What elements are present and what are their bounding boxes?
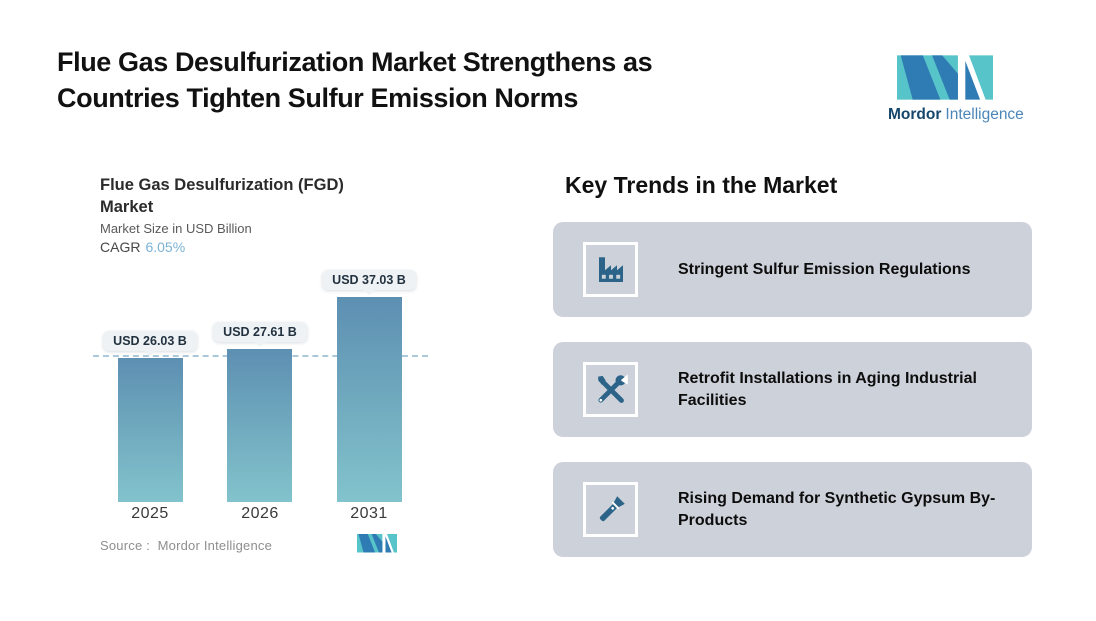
- trend-card-retrofit: Retrofit Installations in Aging Industri…: [553, 342, 1032, 437]
- chart-cagr: CAGR 6.05%: [100, 239, 185, 255]
- bar-value-label-2025: USD 26.03 B: [103, 330, 197, 351]
- x-axis-label-2026: 2026: [241, 505, 279, 522]
- bar-2025: [118, 357, 183, 502]
- page-title-line1: Flue Gas Desulfurization Market Strength…: [57, 47, 653, 77]
- bar-value-label-2031: USD 37.03 B: [322, 269, 416, 290]
- mordor-intelligence-logo-icon: [897, 55, 993, 100]
- x-axis-label-2025: 2025: [131, 505, 169, 522]
- cagr-value: 6.05%: [145, 239, 186, 255]
- page-title-line2: Countries Tighten Sulfur Emission Norms: [57, 83, 578, 113]
- chart-subtitle: Market Size in USD Billion: [100, 221, 252, 236]
- cagr-label: CAGR: [100, 239, 141, 255]
- trend-label: Stringent Sulfur Emission Regulations: [678, 260, 971, 278]
- trend-icon-box: [583, 242, 638, 297]
- mordor-intelligence-mini-logo-icon: [357, 534, 397, 553]
- source-note: Source : Mordor Intelligence: [100, 538, 272, 553]
- chart-title-line1: Flue Gas Desulfurization (FGD): [100, 176, 344, 194]
- trend-card-regulations: Stringent Sulfur Emission Regulations: [553, 222, 1032, 317]
- trend-label: Retrofit Installations in Aging Industri…: [678, 369, 977, 409]
- brand-name-primary: Mordor: [888, 106, 942, 123]
- brand-name-secondary: Intelligence: [945, 106, 1024, 123]
- source-value: Mordor Intelligence: [157, 538, 272, 553]
- tools-icon: [597, 373, 628, 403]
- bar-value-label-2026: USD 27.61 B: [213, 322, 307, 343]
- page-title: Flue Gas Desulfurization Market Strength…: [57, 44, 777, 116]
- chart-title-line2: Market: [100, 198, 154, 216]
- bar-2031: [337, 296, 402, 502]
- bar-2026: [227, 349, 292, 502]
- trend-icon-box: [583, 362, 638, 417]
- trend-label: Rising Demand for Synthetic Gypsum By-Pr…: [678, 489, 996, 529]
- trend-icon-box: [583, 482, 638, 537]
- brand-name: Mordor Intelligence: [888, 106, 1028, 124]
- trends-heading: Key Trends in the Market: [565, 172, 838, 198]
- chart-title: Flue Gas Desulfurization (FGD) Market: [100, 174, 344, 218]
- x-axis-label-2031: 2031: [350, 505, 388, 522]
- source-label: Source :: [100, 538, 151, 553]
- brand-logo: Mordor Intelligence: [888, 55, 1028, 124]
- trend-card-gypsum: Rising Demand for Synthetic Gypsum By-Pr…: [553, 462, 1032, 557]
- factory-icon: [598, 256, 623, 282]
- flashlight-icon: [599, 495, 625, 521]
